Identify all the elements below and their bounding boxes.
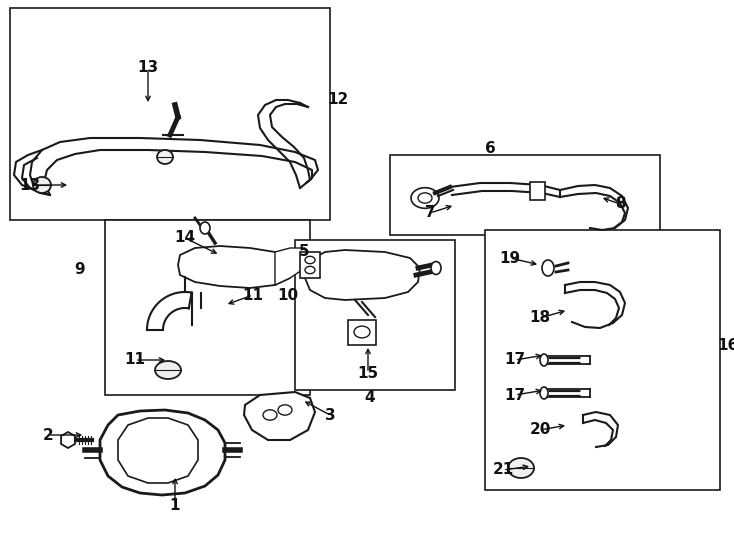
Circle shape	[411, 188, 439, 208]
Bar	[485, 230, 720, 490]
Bar	[348, 320, 376, 345]
Text: 7: 7	[425, 206, 435, 220]
Text: 17: 17	[504, 353, 526, 368]
Text: 15: 15	[357, 366, 379, 381]
Text: 21: 21	[493, 462, 514, 477]
Circle shape	[305, 266, 315, 274]
Ellipse shape	[157, 150, 173, 164]
Text: 2: 2	[43, 428, 54, 442]
Bar	[295, 240, 455, 390]
Text: 11: 11	[242, 287, 264, 302]
Ellipse shape	[508, 458, 534, 478]
Ellipse shape	[431, 261, 441, 274]
Text: 6: 6	[484, 140, 495, 156]
Text: 4: 4	[365, 390, 375, 406]
Text: 3: 3	[324, 408, 335, 422]
Text: 9: 9	[75, 262, 85, 278]
Ellipse shape	[540, 354, 548, 366]
Circle shape	[418, 193, 432, 203]
Polygon shape	[275, 248, 310, 285]
Text: 20: 20	[529, 422, 550, 437]
Bar	[300, 252, 320, 278]
Ellipse shape	[33, 177, 51, 193]
Text: 12: 12	[327, 92, 349, 107]
Text: 17: 17	[504, 388, 526, 402]
Polygon shape	[100, 410, 225, 495]
Polygon shape	[244, 392, 315, 440]
Circle shape	[278, 405, 292, 415]
Ellipse shape	[540, 387, 548, 399]
Ellipse shape	[200, 222, 210, 234]
Text: 1: 1	[170, 497, 181, 512]
Text: 5: 5	[299, 245, 309, 260]
Polygon shape	[305, 250, 420, 300]
Text: 8: 8	[614, 197, 625, 212]
Bar	[105, 220, 310, 395]
Bar	[530, 182, 545, 200]
Ellipse shape	[542, 260, 554, 276]
Polygon shape	[118, 418, 198, 483]
Ellipse shape	[155, 361, 181, 379]
Bar	[10, 8, 330, 220]
Text: 16: 16	[717, 338, 734, 353]
Polygon shape	[61, 432, 75, 448]
Circle shape	[354, 326, 370, 338]
Text: 13: 13	[19, 178, 40, 192]
Bar	[390, 155, 660, 235]
Circle shape	[263, 410, 277, 420]
Text: 14: 14	[175, 231, 195, 246]
Circle shape	[305, 256, 315, 264]
Text: 10: 10	[277, 287, 299, 302]
Text: 18: 18	[529, 310, 550, 326]
Text: 19: 19	[499, 251, 520, 266]
Polygon shape	[178, 246, 295, 288]
Text: 11: 11	[125, 353, 145, 368]
Text: 13: 13	[137, 60, 159, 76]
